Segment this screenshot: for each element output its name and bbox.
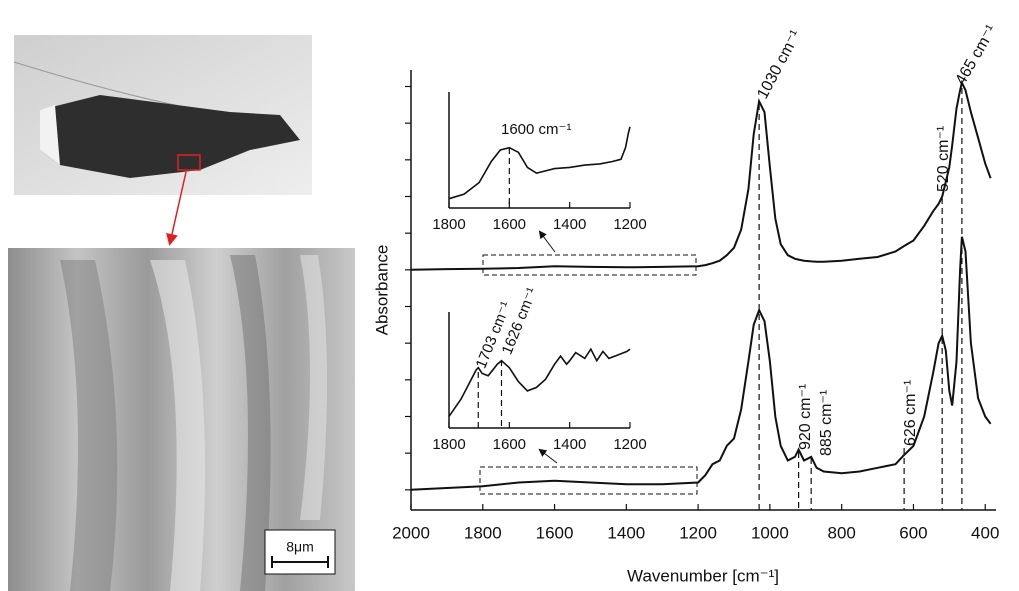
x-tick-label: 2000: [392, 523, 430, 542]
x-tick-label: 1600: [536, 523, 574, 542]
figure: 8μm Absorbance Wavenumber [cm⁻¹] 2000 180…: [0, 0, 1019, 591]
zoom-indicators: [480, 232, 697, 494]
annotation-label: 520 cm⁻¹: [935, 126, 952, 192]
x-tick-label: 1800: [432, 436, 465, 453]
annotation-label: 885 cm⁻¹: [818, 390, 835, 456]
x-tick-label: 600: [899, 523, 927, 542]
x-axis-title: Wavenumber [cm⁻¹]: [627, 566, 779, 585]
x-tick-label: 1800: [432, 216, 465, 233]
sem-image: 8μm: [8, 248, 355, 591]
x-tick-label: 400: [971, 523, 999, 542]
spectrum-line: [411, 83, 991, 270]
x-tick-label: 1200: [679, 523, 717, 542]
x-tick-label: 1000: [751, 523, 789, 542]
annotation-label: 920 cm⁻¹: [797, 384, 814, 450]
annotation-label: 1030 cm⁻¹: [754, 28, 804, 102]
x-tick-label: 1200: [613, 436, 646, 453]
annotation-label: 1600 cm⁻¹: [501, 121, 571, 138]
x-tick-label: 1600: [493, 436, 526, 453]
x-tick-label: 1400: [607, 523, 645, 542]
x-tick-label: 1400: [553, 216, 586, 233]
sample-photo: [14, 35, 312, 243]
x-tick-label: 1200: [613, 216, 646, 233]
y-axis-title: Absorbance: [372, 245, 391, 336]
scale-bar-label: 8μm: [286, 539, 314, 555]
annotation-label: 465 cm⁻¹: [952, 22, 1000, 88]
x-tick-label: 1400: [553, 436, 586, 453]
x-tick-label: 800: [827, 523, 855, 542]
x-tick-label: 1600: [493, 216, 526, 233]
annotation-label: 626 cm⁻¹: [902, 380, 919, 446]
x-tick-label: 1800: [464, 523, 502, 542]
